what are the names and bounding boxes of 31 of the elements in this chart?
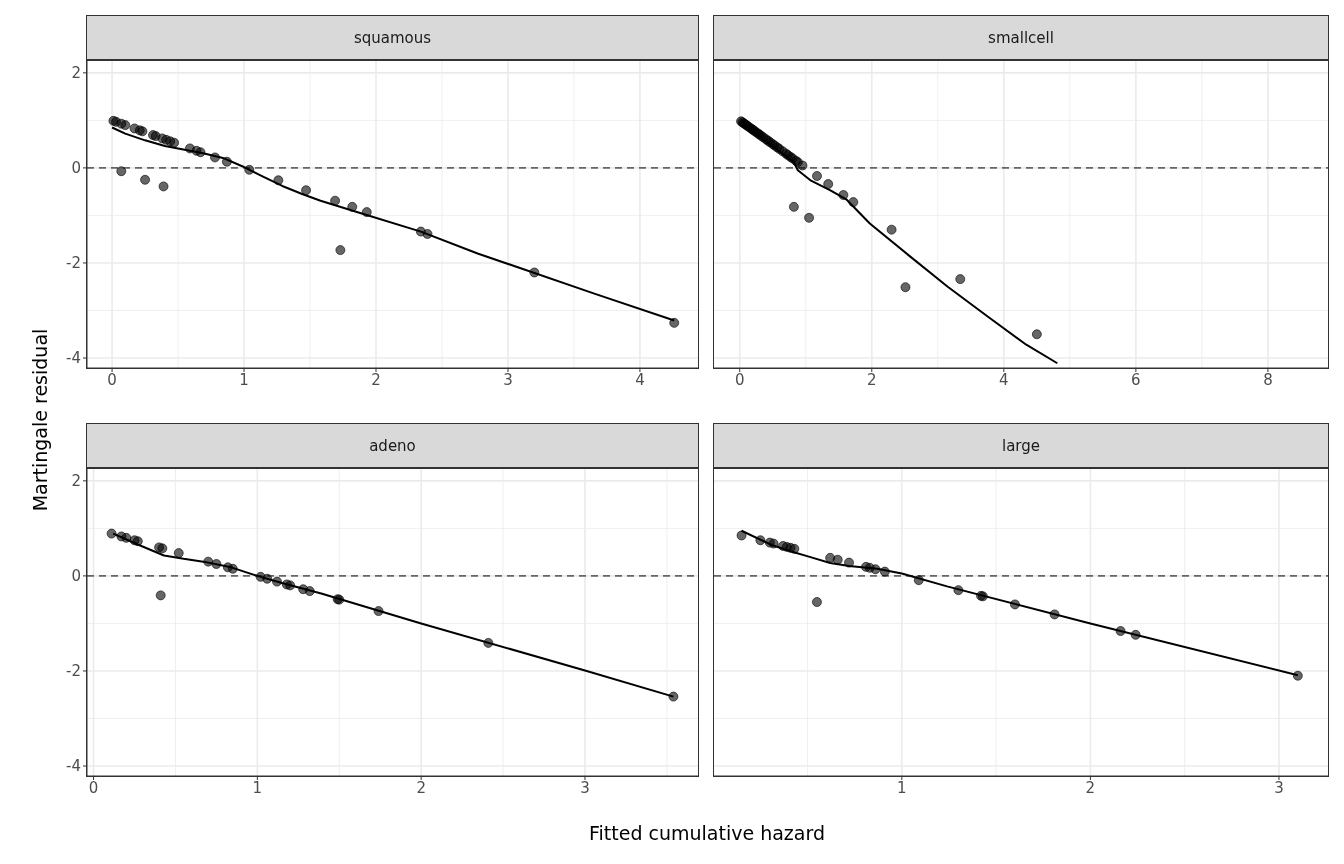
x-tick-label: 2 bbox=[867, 370, 877, 389]
x-tick-label: 8 bbox=[1263, 370, 1273, 389]
y-tick-label: 2 bbox=[71, 64, 81, 83]
x-tick-label: 3 bbox=[503, 370, 513, 389]
x-tick-label: 6 bbox=[1131, 370, 1141, 389]
y-tick-label: -4 bbox=[66, 349, 81, 368]
y-axis-title: Martingale residual bbox=[29, 328, 51, 512]
y-tick-label: -4 bbox=[66, 757, 81, 776]
x-tick-label: 1 bbox=[897, 778, 907, 797]
y-tick-label: 0 bbox=[71, 567, 81, 586]
x-axis-title: Fitted cumulative hazard bbox=[588, 822, 826, 844]
x-tick-label: 3 bbox=[580, 778, 590, 797]
y-tick-label: -2 bbox=[66, 254, 81, 273]
x-tick-label: 0 bbox=[88, 778, 99, 797]
chart-title: large bbox=[1001, 436, 1040, 455]
x-tick-label: 2 bbox=[371, 370, 381, 389]
x-tick-label: 2 bbox=[1085, 778, 1096, 797]
x-tick-label: 0 bbox=[107, 370, 117, 389]
x-tick-label: 1 bbox=[252, 778, 263, 797]
y-tick-label: -2 bbox=[66, 662, 81, 681]
y-tick-label: 2 bbox=[71, 472, 81, 491]
chart-title: smallcell bbox=[988, 28, 1054, 47]
x-tick-label: 1 bbox=[239, 370, 249, 389]
chart-title: squamous bbox=[353, 28, 432, 47]
x-tick-label: 4 bbox=[999, 370, 1009, 389]
x-tick-label: 4 bbox=[635, 370, 645, 389]
chart-title: adeno bbox=[369, 436, 416, 455]
x-tick-label: 0 bbox=[734, 370, 745, 389]
x-tick-label: 2 bbox=[416, 778, 426, 797]
x-tick-label: 3 bbox=[1274, 778, 1284, 797]
y-tick-label: 0 bbox=[71, 159, 81, 178]
